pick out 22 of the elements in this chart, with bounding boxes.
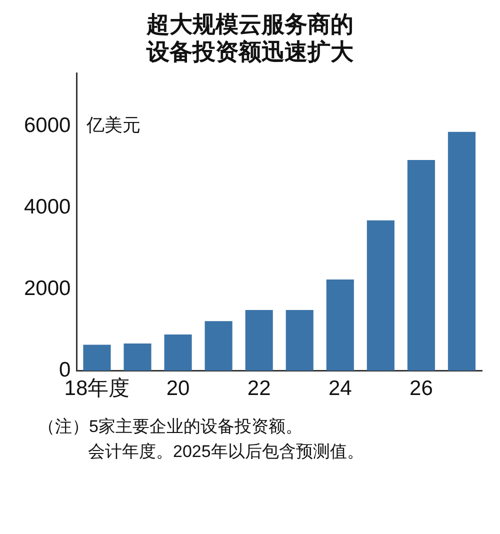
bar xyxy=(204,321,232,371)
y-tick-label: 6000 xyxy=(24,114,71,137)
bar xyxy=(286,310,314,371)
text: 会计年度。2025年以后包含预测值。 xyxy=(87,441,365,463)
bar xyxy=(448,132,476,371)
bar xyxy=(407,160,435,371)
bar xyxy=(124,343,152,371)
bar xyxy=(164,334,192,371)
bar xyxy=(245,310,273,371)
x-tick-label: 22 xyxy=(247,377,271,400)
x-tick-label: 24 xyxy=(328,377,352,400)
bar xyxy=(366,220,394,371)
y-tick-label: 4000 xyxy=(24,196,71,219)
x-tick-label: 26 xyxy=(410,377,433,400)
bar xyxy=(326,279,354,371)
bar xyxy=(83,344,111,371)
y-tick-label: 2000 xyxy=(24,277,71,300)
x-tick-label: 20 xyxy=(166,377,190,400)
text: （注）5家主要企业的设备投资额。 xyxy=(38,416,304,438)
text: 设备投资额迅速扩大 xyxy=(146,38,354,65)
text: 超大规模云服务商的 xyxy=(146,11,354,38)
y-axis-title: 亿美元 xyxy=(86,115,141,136)
